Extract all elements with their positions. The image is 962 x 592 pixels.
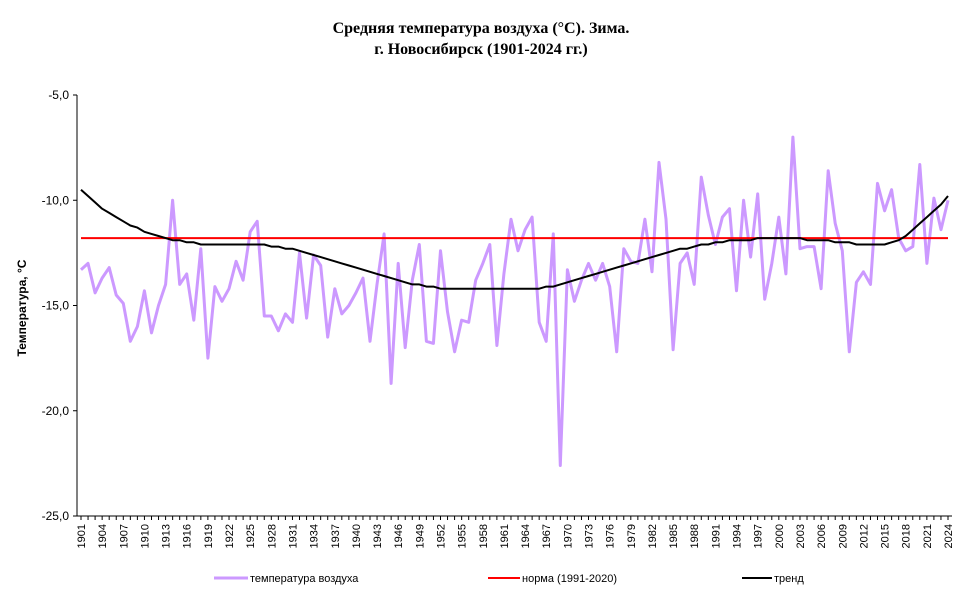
x-tick-label: 2006 xyxy=(816,524,828,548)
plot-area xyxy=(79,135,950,467)
x-tick-label: 1991 xyxy=(710,524,722,548)
x-tick-label: 1913 xyxy=(161,524,173,548)
x-tick-label: 1982 xyxy=(647,524,659,548)
series-line-trend xyxy=(80,188,949,290)
x-tick-label: 1925 xyxy=(245,524,257,548)
legend: температура воздуха норма (1991-2020) тр… xyxy=(214,573,804,585)
x-tick-label: 1961 xyxy=(499,524,511,548)
x-tick-label: 1934 xyxy=(309,524,321,548)
legend-label-temperature: температура воздуха xyxy=(250,573,359,585)
chart-title: Средняя температура воздуха (°C). Зима. xyxy=(333,20,630,37)
x-tick-label: 1958 xyxy=(478,524,490,548)
x-tick-label: 1901 xyxy=(76,524,88,548)
x-tick-label: 1931 xyxy=(287,524,299,548)
x-tick-label: 1907 xyxy=(118,524,130,548)
series-line-temperature xyxy=(79,135,950,467)
x-tick-label: 2015 xyxy=(880,524,892,548)
x-tick-label: 2018 xyxy=(901,524,913,548)
x-tick-label: 1988 xyxy=(689,524,701,548)
x-tick-label: 1946 xyxy=(393,524,405,548)
y-axis-label: Температура, °C xyxy=(15,259,29,356)
x-tick-label: 2009 xyxy=(837,524,849,548)
y-tick-label: -20,0 xyxy=(42,404,70,418)
x-tick-label: 1976 xyxy=(605,524,617,548)
y-ticks: -5,0 -10,0 -15,0 -20,0 -25,0 xyxy=(42,88,77,523)
x-tick-label: 1994 xyxy=(732,524,744,548)
x-tick-label: 2021 xyxy=(922,524,934,548)
x-tick-label: 1910 xyxy=(139,524,151,548)
legend-label-trend: тренд xyxy=(774,573,804,585)
x-tick-label: 1997 xyxy=(753,524,765,548)
x-tick-label: 1964 xyxy=(520,524,532,548)
x-tick-label: 2003 xyxy=(795,524,807,548)
x-tick-label: 2000 xyxy=(774,524,786,548)
x-tick-label: 1970 xyxy=(562,524,574,548)
y-tick-label: -10,0 xyxy=(42,193,70,207)
x-tick-label: 1967 xyxy=(541,524,553,548)
x-tick-label: 2012 xyxy=(858,524,870,548)
x-tick-label: 1922 xyxy=(224,524,236,548)
x-tick-label: 1928 xyxy=(266,524,278,548)
x-tick-label: 1943 xyxy=(372,524,384,548)
x-tick-label: 1985 xyxy=(668,524,680,548)
y-tick-label: -15,0 xyxy=(42,299,70,313)
x-tick-label: 1952 xyxy=(435,524,447,548)
y-tick-label: -25,0 xyxy=(42,509,70,523)
x-tick-label: 1904 xyxy=(97,524,109,548)
x-tick-label: 1919 xyxy=(203,524,215,548)
legend-label-norm: норма (1991-2020) xyxy=(522,573,617,585)
x-tick-label: 1955 xyxy=(457,524,469,548)
x-tick-label: 2024 xyxy=(943,524,955,548)
x-tick-label: 1940 xyxy=(351,524,363,548)
x-tick-label: 1916 xyxy=(182,524,194,548)
axes xyxy=(76,95,952,517)
x-tick-label: 1937 xyxy=(330,524,342,548)
x-tick-label: 1949 xyxy=(414,524,426,548)
y-tick-label: -5,0 xyxy=(48,88,69,102)
x-tick-label: 1973 xyxy=(584,524,596,548)
x-tick-label: 1979 xyxy=(626,524,638,548)
x-ticks: 1901 1904 1907 1910 1913 1916 1919 1922 1925 1928… xyxy=(76,516,955,548)
chart-subtitle: г. Новосибирск (1901-2024 гг.) xyxy=(374,41,588,58)
